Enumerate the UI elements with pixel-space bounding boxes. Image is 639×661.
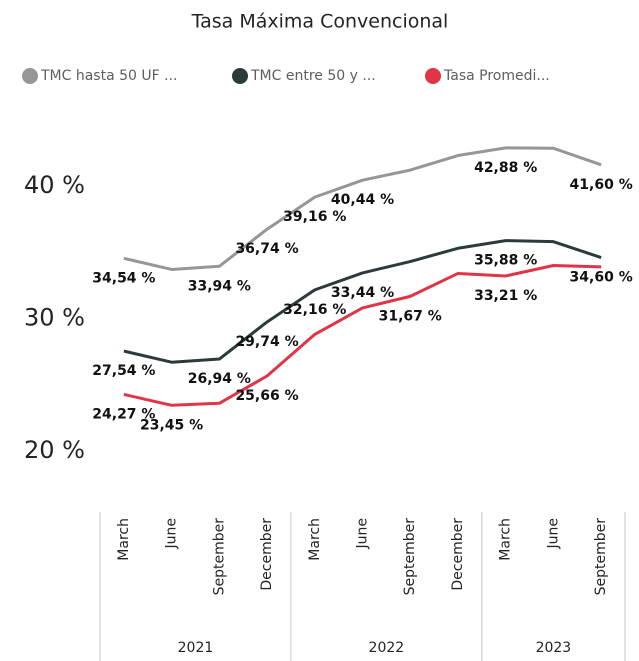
x-tick-label: June xyxy=(355,518,371,550)
data-label: 24,27 % xyxy=(92,406,155,422)
legend-label: TMC hasta 50 UF ... xyxy=(40,68,178,84)
x-tick-label: March xyxy=(498,518,514,561)
x-group-label: 2022 xyxy=(369,640,405,656)
data-label: 27,54 % xyxy=(92,363,155,379)
data-label: 42,88 % xyxy=(474,160,537,176)
data-label: 32,16 % xyxy=(283,302,346,318)
legend-marker xyxy=(232,68,248,84)
data-label: 33,94 % xyxy=(188,278,251,294)
legend-label: Tasa Promedi... xyxy=(443,68,550,84)
data-label: 34,60 % xyxy=(570,270,633,286)
x-tick-label: March xyxy=(307,518,323,561)
data-label: 26,94 % xyxy=(188,371,251,387)
series-line xyxy=(123,239,602,364)
x-tick-label: March xyxy=(116,518,132,561)
chart-title: Tasa Máxima Convencional xyxy=(191,11,449,33)
y-tick-label: 40 % xyxy=(24,171,85,199)
x-tick-label: June xyxy=(164,518,180,550)
data-label: 29,74 % xyxy=(235,334,298,350)
data-label: 40,44 % xyxy=(331,192,394,208)
x-tick-label: December xyxy=(450,518,466,591)
x-tick-label: December xyxy=(259,518,275,591)
data-label: 35,88 % xyxy=(474,253,537,269)
data-label: 41,60 % xyxy=(570,177,633,193)
data-label: 31,67 % xyxy=(379,308,442,324)
x-tick-label: June xyxy=(545,518,561,550)
series-line xyxy=(123,264,602,407)
data-label: 23,45 % xyxy=(140,417,203,433)
data-label: 33,44 % xyxy=(331,285,394,301)
data-label: 39,16 % xyxy=(283,209,346,225)
y-tick-label: 30 % xyxy=(24,304,85,332)
x-tick-label: September xyxy=(593,518,609,596)
data-label: 25,66 % xyxy=(235,388,298,404)
series-line xyxy=(123,146,602,271)
y-tick-label: 20 % xyxy=(24,436,85,464)
data-label: 36,74 % xyxy=(235,241,298,257)
legend-label: TMC entre 50 y ... xyxy=(250,68,376,84)
data-label: 33,21 % xyxy=(474,288,537,304)
data-label: 34,54 % xyxy=(92,270,155,286)
x-tick-label: September xyxy=(211,518,227,596)
x-group-label: 2021 xyxy=(178,640,214,656)
x-tick-label: September xyxy=(402,518,418,596)
legend-marker xyxy=(425,68,441,84)
legend-marker xyxy=(22,68,38,84)
x-group-label: 2023 xyxy=(536,640,572,656)
